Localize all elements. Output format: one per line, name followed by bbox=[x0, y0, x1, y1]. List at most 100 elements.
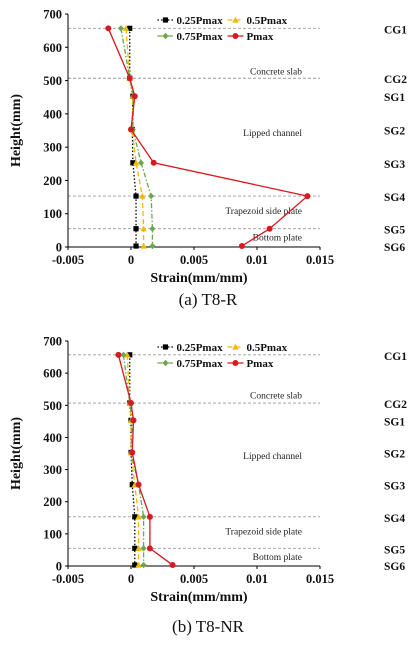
y-tick-label: 500 bbox=[43, 74, 62, 88]
gauge-label: SG5 bbox=[384, 225, 405, 237]
data-point bbox=[132, 545, 138, 551]
x-tick-label: 0.005 bbox=[180, 572, 208, 586]
legend-marker bbox=[232, 16, 239, 23]
y-tick-label: 600 bbox=[43, 367, 62, 381]
legend: 0.25Pmax 0.5Pmax 0.75Pmax Pmax bbox=[157, 342, 288, 370]
data-point bbox=[105, 25, 112, 32]
region-label: Lipped channel bbox=[243, 129, 302, 139]
data-point bbox=[146, 545, 153, 552]
x-tick-label: 0.015 bbox=[306, 253, 334, 267]
data-point bbox=[124, 351, 131, 358]
data-point bbox=[122, 25, 130, 31]
data-point bbox=[149, 242, 156, 250]
data-point bbox=[150, 159, 157, 166]
data-point bbox=[133, 226, 139, 232]
y-tick-label: 0 bbox=[56, 241, 62, 255]
legend-marker bbox=[162, 32, 169, 40]
gauge-label: SG2 bbox=[384, 449, 405, 461]
data-point bbox=[146, 513, 153, 520]
gauge-label: SG6 bbox=[384, 561, 405, 573]
series-line bbox=[129, 28, 137, 246]
y-tick-label: 200 bbox=[43, 495, 62, 509]
series-Pmax bbox=[115, 351, 176, 569]
data-point bbox=[135, 561, 142, 568]
region-label: Trapezoid side plate bbox=[225, 207, 302, 217]
series-line bbox=[125, 28, 145, 246]
data-point bbox=[149, 225, 156, 232]
gauge-label: SG4 bbox=[384, 192, 405, 204]
y-tick-label: 400 bbox=[43, 431, 62, 445]
series-line bbox=[122, 354, 145, 566]
data-point bbox=[129, 449, 136, 456]
y-axis-title: Height(mm) bbox=[9, 417, 24, 490]
data-point bbox=[132, 159, 140, 166]
x-tick-label: 0.015 bbox=[306, 572, 334, 586]
gauge-label: SG5 bbox=[384, 544, 405, 556]
data-point bbox=[140, 545, 147, 552]
legend-label: 0.75Pmax bbox=[176, 31, 223, 43]
gauge-label: CG1 bbox=[384, 24, 407, 36]
y-tick-label: 200 bbox=[43, 174, 62, 188]
y-tick-label: 0 bbox=[56, 560, 62, 574]
chart-panel-1: Concrete slab Lipped channel Trapezoid sid… bbox=[9, 8, 407, 310]
data-point bbox=[140, 225, 147, 232]
legend-marker bbox=[162, 17, 169, 23]
legend: 0.25Pmax 0.5Pmax 0.75Pmax Pmax bbox=[157, 15, 288, 43]
gauge-label: SG3 bbox=[384, 159, 405, 171]
y-tick-label: 700 bbox=[43, 8, 62, 22]
y-tick-label: 400 bbox=[43, 107, 62, 121]
legend-label: 0.75Pmax bbox=[176, 358, 223, 370]
y-tick-label: 700 bbox=[43, 335, 62, 349]
data-point bbox=[127, 25, 133, 31]
data-point bbox=[140, 513, 147, 521]
data-point bbox=[135, 545, 142, 551]
legend-marker bbox=[162, 344, 169, 350]
data-point bbox=[133, 243, 139, 249]
data-point bbox=[128, 126, 134, 133]
series-Pmax bbox=[105, 25, 311, 250]
data-point bbox=[169, 562, 176, 569]
region-label: Bottom plate bbox=[253, 234, 302, 244]
region-label: Trapezoid side plate bbox=[225, 527, 302, 537]
legend-label: 0.25Pmax bbox=[176, 342, 223, 354]
legend-label: 0.5Pmax bbox=[246, 15, 287, 27]
region-label: Lipped channel bbox=[243, 452, 302, 462]
series-line bbox=[107, 28, 309, 247]
gauge-label: SG1 bbox=[384, 416, 405, 428]
x-axis-title: Strain(mm/mm) bbox=[150, 590, 248, 605]
data-point bbox=[133, 193, 139, 199]
data-point bbox=[130, 160, 136, 166]
x-tick-label: -0.005 bbox=[52, 253, 84, 267]
data-point bbox=[266, 225, 273, 232]
data-point bbox=[132, 514, 138, 520]
gauge-label: SG1 bbox=[384, 92, 405, 104]
x-tick-label: -0.005 bbox=[52, 572, 84, 586]
x-axis-title: Strain(mm/mm) bbox=[150, 271, 248, 286]
data-point bbox=[148, 192, 155, 200]
legend-label: Pmax bbox=[246, 358, 273, 370]
data-point bbox=[139, 192, 146, 199]
y-tick-label: 100 bbox=[43, 207, 62, 221]
data-point bbox=[135, 481, 142, 488]
legend-label: Pmax bbox=[246, 31, 273, 43]
x-tick-label: 0 bbox=[128, 253, 134, 267]
x-tick-label: 0 bbox=[128, 572, 134, 586]
region-label: Concrete slab bbox=[250, 68, 302, 78]
figure-caption: (a) T8-R bbox=[179, 290, 238, 309]
legend-label: 0.25Pmax bbox=[176, 15, 223, 27]
data-point bbox=[138, 159, 145, 166]
data-point bbox=[140, 561, 147, 569]
region-label: Bottom plate bbox=[253, 553, 302, 563]
legend-label: 0.5Pmax bbox=[246, 342, 287, 354]
y-tick-label: 600 bbox=[43, 41, 62, 55]
x-tick-label: 0.01 bbox=[246, 572, 268, 586]
series-line bbox=[117, 354, 173, 566]
data-point bbox=[135, 513, 142, 520]
data-point bbox=[120, 351, 127, 359]
data-point bbox=[140, 242, 147, 249]
data-point bbox=[131, 93, 138, 100]
y-tick-label: 100 bbox=[43, 527, 62, 541]
legend-marker bbox=[232, 343, 239, 350]
gauge-label: CG2 bbox=[384, 74, 407, 86]
